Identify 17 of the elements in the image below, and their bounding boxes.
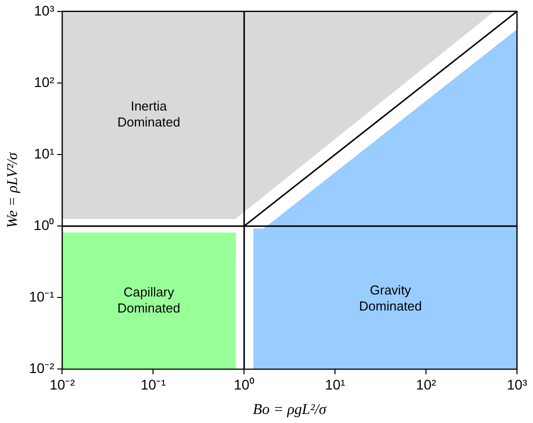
x-tick-label: 10⁻²: [50, 376, 76, 392]
y-tick-label: 10⁻²: [29, 360, 55, 376]
annotation: Gravity Dominated: [359, 282, 422, 314]
y-axis-title: We = ρLV²/σ: [4, 152, 21, 228]
annotation: Inertia Dominated: [117, 98, 180, 130]
y-tick-label: 10³: [34, 2, 55, 18]
y-tick-label: 10⁻¹: [29, 288, 55, 304]
x-tick-label: 10⁻¹: [140, 376, 166, 392]
x-tick-label: 10¹: [324, 376, 346, 392]
annotation: Capillary Dominated: [117, 284, 180, 316]
y-tick-label: 10⁰: [34, 216, 54, 233]
y-tick-label: 10¹: [34, 145, 55, 162]
x-tick-label: 10³: [506, 376, 528, 392]
x-tick-label: 10²: [416, 376, 436, 392]
x-axis-title: Bo = ρgL²/σ: [252, 402, 327, 418]
y-tick-label: 10²: [34, 74, 55, 90]
x-tick-label: 10⁰: [234, 376, 254, 392]
